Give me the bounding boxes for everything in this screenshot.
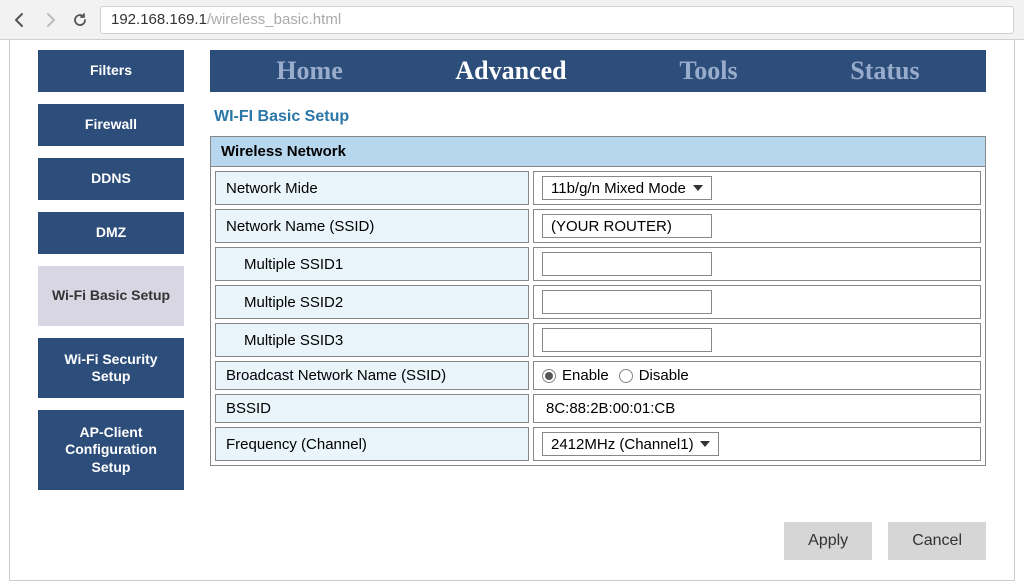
label-broadcast: Broadcast Network Name (SSID): [215, 361, 529, 390]
radio-broadcast-disable[interactable]: Disable: [619, 367, 689, 384]
sidebar: Filters Firewall DDNS DMZ Wi-Fi Basic Se…: [38, 50, 184, 560]
back-button[interactable]: [10, 10, 30, 30]
radio-icon: [619, 369, 633, 383]
sidebar-item-dmz[interactable]: DMZ: [38, 212, 184, 254]
sidebar-item-ddns[interactable]: DDNS: [38, 158, 184, 200]
radio-broadcast-enable[interactable]: Enable: [542, 367, 609, 384]
url-bar[interactable]: 192.168.169.1/wireless_basic.html: [100, 6, 1014, 34]
row-frequency: Frequency (Channel) 2412MHz (Channel1): [215, 427, 981, 461]
url-path: /wireless_basic.html: [207, 11, 341, 28]
value-bssid: 8C:88:2B:00:01:CB: [542, 400, 675, 417]
select-value: 2412MHz (Channel1): [551, 436, 694, 453]
label-frequency: Frequency (Channel): [215, 427, 529, 461]
input-value: (YOUR ROUTER): [551, 218, 672, 235]
page: Filters Firewall DDNS DMZ Wi-Fi Basic Se…: [9, 40, 1015, 581]
sidebar-item-wifi-security[interactable]: Wi-Fi Security Setup: [38, 338, 184, 398]
input-mssid2[interactable]: [542, 290, 712, 314]
sidebar-item-label: Wi-Fi Basic Setup: [52, 287, 170, 305]
select-network-mode[interactable]: 11b/g/n Mixed Mode: [542, 176, 712, 200]
input-mssid3[interactable]: [542, 328, 712, 352]
select-frequency[interactable]: 2412MHz (Channel1): [542, 432, 719, 456]
apply-button[interactable]: Apply: [784, 522, 872, 560]
radio-label: Disable: [639, 367, 689, 384]
sidebar-item-firewall[interactable]: Firewall: [38, 104, 184, 146]
sidebar-item-label: DDNS: [91, 170, 131, 188]
sidebar-item-label: Filters: [90, 62, 132, 80]
sidebar-item-label: Firewall: [85, 116, 137, 134]
row-mssid2: Multiple SSID2: [215, 285, 981, 319]
radio-label: Enable: [562, 367, 609, 384]
tab-tools[interactable]: Tools: [679, 56, 737, 86]
row-network-mode: Network Mide 11b/g/n Mixed Mode: [215, 171, 981, 205]
sidebar-item-filters[interactable]: Filters: [38, 50, 184, 92]
select-value: 11b/g/n Mixed Mode: [551, 180, 686, 197]
sidebar-item-label: AP-Client Configuration Setup: [44, 424, 178, 477]
reload-button[interactable]: [70, 10, 90, 30]
tab-advanced[interactable]: Advanced: [455, 56, 566, 86]
cancel-button[interactable]: Cancel: [888, 522, 986, 560]
radio-icon: [542, 369, 556, 383]
sidebar-item-apclient[interactable]: AP-Client Configuration Setup: [38, 410, 184, 490]
tab-status[interactable]: Status: [850, 56, 919, 86]
row-ssid: Network Name (SSID) (YOUR ROUTER): [215, 209, 981, 243]
label-mssid1: Multiple SSID1: [215, 247, 529, 281]
label-network-mode: Network Mide: [215, 171, 529, 205]
action-buttons: Apply Cancel: [210, 522, 986, 560]
tab-home[interactable]: Home: [276, 56, 342, 86]
panel-header: Wireless Network: [211, 137, 985, 167]
input-mssid1[interactable]: [542, 252, 712, 276]
chevron-down-icon: [693, 185, 703, 191]
label-mssid3: Multiple SSID3: [215, 323, 529, 357]
sidebar-item-wifi-basic[interactable]: Wi-Fi Basic Setup: [38, 266, 184, 326]
main: Home Advanced Tools Status WI-FI Basic S…: [210, 50, 986, 560]
forward-button[interactable]: [40, 10, 60, 30]
label-mssid2: Multiple SSID2: [215, 285, 529, 319]
topnav: Home Advanced Tools Status: [210, 50, 986, 92]
label-bssid: BSSID: [215, 394, 529, 423]
browser-bar: 192.168.169.1/wireless_basic.html: [0, 0, 1024, 40]
row-broadcast: Broadcast Network Name (SSID) Enable Dis…: [215, 361, 981, 390]
url-host: 192.168.169.1: [111, 11, 207, 28]
sidebar-item-label: DMZ: [96, 224, 126, 242]
row-mssid1: Multiple SSID1: [215, 247, 981, 281]
row-bssid: BSSID 8C:88:2B:00:01:CB: [215, 394, 981, 423]
section-title: WI-FI Basic Setup: [210, 106, 986, 136]
panel-wireless-network: Wireless Network Network Mide 11b/g/n Mi…: [210, 136, 986, 466]
sidebar-item-label: Wi-Fi Security Setup: [44, 351, 178, 386]
label-ssid: Network Name (SSID): [215, 209, 529, 243]
chevron-down-icon: [700, 441, 710, 447]
row-mssid3: Multiple SSID3: [215, 323, 981, 357]
input-ssid[interactable]: (YOUR ROUTER): [542, 214, 712, 238]
